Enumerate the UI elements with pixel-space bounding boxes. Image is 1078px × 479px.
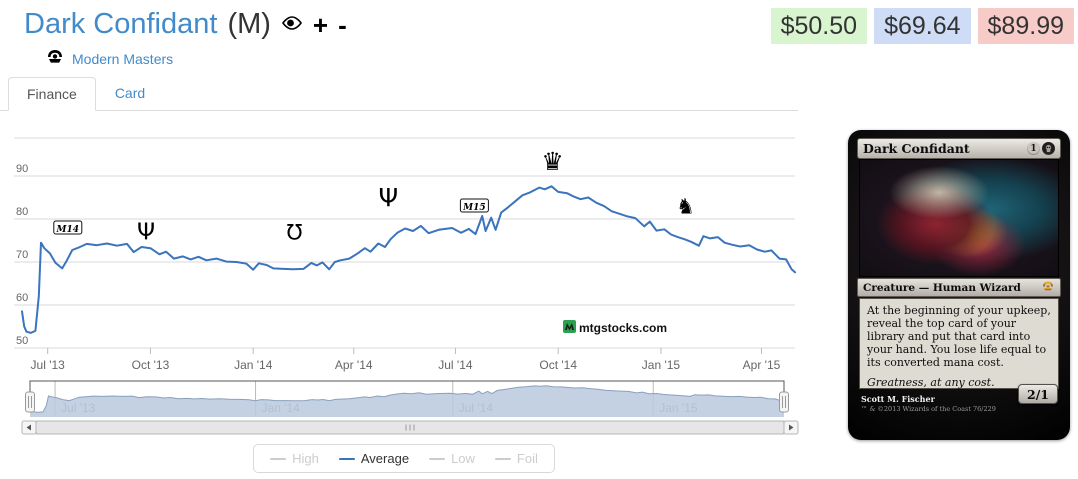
tab-finance[interactable]: Finance: [8, 77, 96, 111]
navigator-right-handle[interactable]: [779, 391, 789, 413]
card-title: Dark Confidant: [863, 141, 970, 156]
x-tick-label: Jul '13: [31, 358, 66, 372]
subtract-button[interactable]: -: [338, 12, 347, 38]
svg-text:Ʊ: Ʊ: [287, 221, 303, 245]
x-tick-label: Jan '15: [642, 358, 681, 372]
price-high-badge: $89.99: [977, 8, 1074, 44]
plus-icon: +: [312, 9, 329, 40]
card-title-bar: Dark Confidant 1: [857, 138, 1061, 159]
mana-black-icon: [1042, 142, 1055, 155]
svg-text:M15: M15: [462, 203, 486, 213]
y-tick-label: 90: [16, 163, 28, 175]
tab-bar: Finance Card: [0, 76, 798, 111]
minus-icon: -: [338, 9, 347, 40]
legend-dash-average: [338, 457, 355, 460]
scrollbar-right-button[interactable]: [783, 420, 799, 435]
legend-item-high[interactable]: High: [270, 451, 319, 466]
legend-box: High Average Low Foil: [253, 444, 555, 473]
mana-cost: 1: [1027, 142, 1055, 155]
set-fate-reforged[interactable]: ♞: [676, 195, 695, 219]
x-tick-label: Apr '15: [743, 358, 781, 372]
x-tick-label: Oct '13: [132, 358, 170, 372]
svg-text:♛: ♛: [541, 147, 563, 176]
card-rules-text: At the beginning of your upkeep, reveal …: [867, 304, 1051, 369]
set-link[interactable]: Modern Masters: [72, 51, 174, 67]
set-theros[interactable]: Ψ: [137, 219, 155, 245]
price-badges: $50.50 $69.64 $89.99: [770, 8, 1074, 44]
set-m15[interactable]: M15: [459, 198, 489, 213]
price-chart-svg[interactable]: 50 60 70 80 90 Jul '13 Oct '13 Jan '14 Apr '14 Ju…: [8, 130, 800, 442]
mtgstocks-logo-icon: [563, 320, 576, 336]
y-tick-label: 70: [16, 249, 28, 261]
legend-dash-high: [270, 457, 287, 460]
legend-dash-foil: [494, 457, 511, 460]
power-toughness: 2/1: [1018, 384, 1058, 404]
header: Dark Confidant (M) + -: [24, 8, 347, 41]
set-born-of-the-gods[interactable]: Ʊ: [287, 221, 303, 245]
svg-text:♞: ♞: [676, 195, 695, 219]
watermark: mtgstocks.com: [563, 320, 667, 336]
navigator-outline: [29, 380, 785, 393]
x-tick-label: Oct '14: [539, 358, 577, 372]
price-average-badge: $69.64: [874, 8, 971, 44]
rarity-suffix: (M): [227, 8, 271, 40]
y-tick-label: 60: [16, 292, 28, 304]
mana-generic-icon: 1: [1027, 142, 1040, 155]
card-text-box: At the beginning of your upkeep, reveal …: [859, 298, 1059, 389]
modern-masters-set-icon: [46, 48, 64, 70]
set-row: Modern Masters: [46, 48, 173, 70]
card-copyright: ™ & ©2013 Wizards of the Coast 76/229: [861, 405, 996, 413]
set-rarity-icon: [1041, 279, 1055, 297]
legend-dash-low: [429, 457, 446, 460]
price-chart[interactable]: 50 60 70 80 90 Jul '13 Oct '13 Jan '14 Apr '14 Ju…: [8, 130, 800, 442]
navigator-area: [30, 385, 784, 417]
svg-text:Ψ: Ψ: [137, 219, 155, 245]
y-tick-label: 80: [16, 206, 28, 218]
y-tick-label: 50: [16, 335, 28, 347]
navigator-left-handle[interactable]: [25, 391, 35, 413]
x-tick-label: Jan '14: [234, 358, 273, 372]
set-m14[interactable]: M14: [53, 220, 83, 235]
card-type-line: Creature — Human Wizard: [863, 281, 1021, 294]
add-button[interactable]: +: [313, 12, 328, 38]
eye-icon: [281, 15, 303, 34]
set-khans-of-tarkir[interactable]: ♛: [541, 147, 563, 176]
watermark-text: mtgstocks.com: [579, 321, 668, 335]
price-low-badge: $50.50: [770, 8, 868, 44]
average-series-line: [21, 185, 796, 334]
legend-item-foil[interactable]: Foil: [494, 451, 538, 466]
svg-text:M14: M14: [56, 225, 80, 235]
x-tick-label: Apr '14: [335, 358, 373, 372]
svg-text:Ψ: Ψ: [379, 183, 399, 212]
card-art: [859, 159, 1059, 277]
legend-item-average[interactable]: Average: [338, 451, 409, 466]
watch-button[interactable]: [281, 15, 303, 34]
page-title[interactable]: Dark Confidant: [24, 8, 218, 40]
set-journey-into-nyx[interactable]: Ψ: [379, 183, 399, 212]
legend-item-low[interactable]: Low: [429, 451, 475, 466]
navigator-line: [29, 385, 785, 413]
scrollbar-left-button[interactable]: [21, 420, 37, 435]
tab-card[interactable]: Card: [114, 85, 146, 101]
card-flavor-text: Greatness, at any cost.: [867, 375, 995, 389]
legend: High Average Low Foil: [8, 444, 800, 473]
card-type-bar: Creature — Human Wizard: [857, 278, 1061, 297]
card-image[interactable]: Dark Confidant 1 Creature — Human Wizard: [848, 130, 1070, 440]
x-tick-label: Jul '14: [438, 358, 473, 372]
card-artist: Scott M. Fischer: [861, 394, 935, 404]
